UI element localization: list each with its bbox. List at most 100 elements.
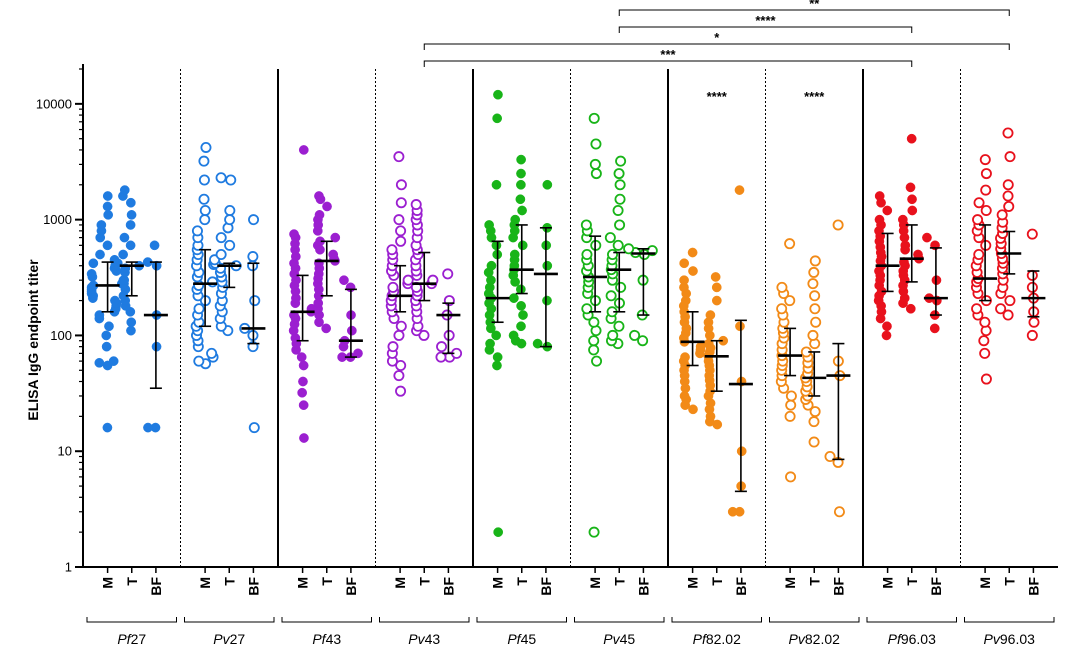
data-point — [193, 355, 205, 367]
data-point — [980, 373, 992, 385]
data-point — [980, 168, 992, 180]
axes-layer: 1 10 100 1000 10000 — [36, 64, 1058, 575]
data-point — [785, 390, 797, 402]
data-point — [393, 151, 405, 163]
x-category-label: BF — [440, 577, 456, 596]
data-point — [126, 197, 136, 208]
data-point — [1002, 309, 1014, 321]
data-point — [808, 436, 820, 448]
data-point — [492, 360, 502, 371]
data-point — [1004, 151, 1016, 163]
data-point — [314, 209, 325, 220]
antigen-label: Pv45 — [603, 631, 635, 647]
antigen-bracket — [964, 617, 1055, 623]
data-point — [193, 303, 205, 315]
data-point — [972, 214, 984, 226]
data-point — [784, 295, 796, 307]
data-point — [929, 323, 940, 334]
points-layer — [86, 89, 1040, 538]
data-point — [101, 330, 112, 341]
data-point — [125, 240, 136, 251]
data-point — [734, 185, 745, 195]
data-point — [590, 168, 602, 180]
data-point — [493, 89, 503, 100]
data-point — [612, 204, 624, 216]
antigen-bracket — [866, 617, 957, 623]
data-point — [101, 341, 112, 352]
data-point — [110, 295, 120, 306]
antigen-bracket — [281, 617, 372, 623]
data-point — [542, 295, 552, 306]
data-point — [328, 249, 339, 260]
data-point — [199, 214, 211, 226]
data-point — [979, 316, 991, 328]
data-point — [248, 422, 260, 434]
data-point — [588, 316, 600, 328]
antigen-label: Pf96.03 — [888, 631, 936, 647]
data-point — [289, 229, 299, 239]
data-point — [735, 321, 745, 332]
data-point — [486, 260, 497, 271]
data-point — [224, 239, 236, 251]
data-point — [809, 406, 821, 418]
antigen-bracket — [184, 617, 275, 623]
x-category-label: T — [514, 577, 530, 586]
data-point — [386, 244, 398, 256]
data-point — [882, 321, 892, 332]
data-point — [580, 219, 592, 231]
data-point — [491, 240, 502, 251]
antigen-bracket — [86, 617, 177, 623]
data-point — [347, 325, 357, 336]
data-point — [484, 220, 494, 230]
data-point — [776, 281, 788, 293]
data-point — [395, 359, 407, 371]
significance-label: * — [714, 30, 720, 45]
data-point — [199, 204, 211, 216]
data-point — [191, 225, 203, 237]
data-point — [119, 185, 130, 195]
x-category-label: M — [587, 577, 603, 589]
data-point — [435, 351, 447, 363]
antigen-label: Pv82.02 — [789, 631, 841, 647]
data-point — [224, 214, 236, 226]
antigen-label: Pf82.02 — [693, 631, 741, 647]
data-point — [516, 154, 526, 165]
data-point — [687, 247, 698, 258]
data-point — [149, 240, 160, 251]
data-point — [605, 290, 617, 302]
data-point — [509, 249, 520, 260]
data-point — [637, 335, 649, 347]
data-point — [615, 155, 627, 167]
x-category-label: T — [709, 577, 725, 586]
data-point — [1026, 281, 1038, 293]
antigen-bracket — [671, 617, 762, 623]
data-point — [973, 248, 985, 260]
data-point — [907, 205, 918, 216]
data-point — [206, 347, 218, 359]
data-point — [979, 154, 991, 166]
data-point — [607, 248, 619, 260]
x-category-label: T — [416, 577, 432, 586]
data-point — [905, 182, 916, 193]
data-point — [688, 404, 698, 415]
data-point — [126, 325, 136, 336]
data-point — [491, 330, 502, 341]
data-point — [516, 168, 526, 179]
significance-label: ** — [809, 0, 820, 11]
data-point — [395, 179, 407, 191]
y-tick-label: 100 — [50, 328, 72, 343]
data-point — [808, 266, 820, 278]
x-category-label: BF — [343, 577, 359, 596]
data-point — [808, 416, 820, 428]
data-point — [907, 194, 917, 205]
significance-bracket — [423, 60, 913, 67]
data-point — [517, 240, 528, 251]
data-point — [200, 141, 212, 153]
x-category-label: M — [100, 577, 116, 589]
antigen-bracket — [476, 617, 567, 623]
data-point — [971, 303, 983, 315]
data-point — [906, 133, 917, 144]
data-point — [314, 191, 324, 201]
data-point — [1026, 329, 1038, 341]
